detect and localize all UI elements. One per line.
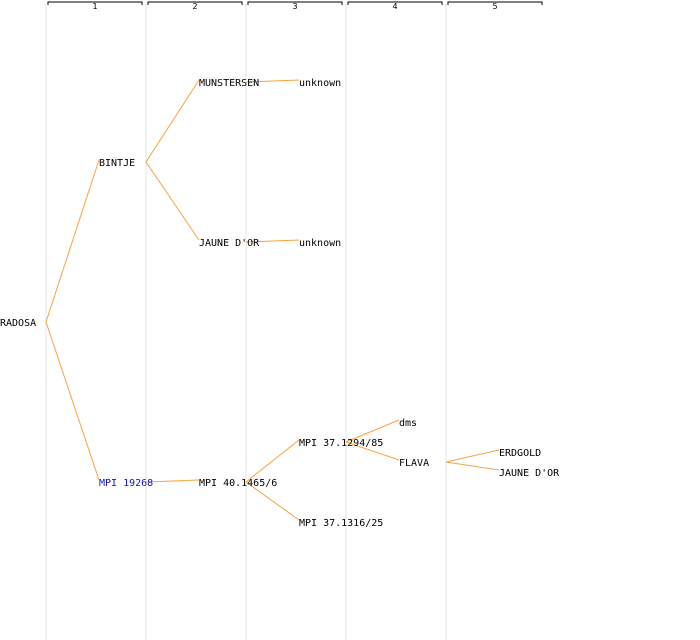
generation-bracket [247, 1, 343, 5]
node-labels: RADOSA BINTJE MPI 19268 MUNSTERSEN JAUNE D'O… [0, 78, 560, 529]
generation-number: 2 [192, 2, 197, 11]
edge [345, 419, 400, 443]
edge [45, 321, 100, 481]
edge [445, 461, 500, 471]
column-rules [45, 4, 447, 640]
node-label: FLAVA [399, 458, 429, 469]
node-label: BINTJE [99, 158, 135, 169]
generation-bracket [347, 1, 443, 5]
node-label: unknown [299, 78, 341, 89]
generation-headers: 1 2 3 4 5 [47, 1, 543, 11]
generation-number: 1 [92, 2, 97, 11]
node-label: JAUNE D'OR [199, 238, 260, 249]
node-label: JAUNE D'OR [499, 468, 560, 479]
node-label: ERDGOLD [499, 448, 541, 459]
edge [145, 79, 200, 163]
edges [45, 79, 500, 521]
node-label: unknown [299, 238, 341, 249]
edge [345, 441, 400, 461]
generation-bracket [47, 1, 143, 5]
edge [245, 79, 300, 83]
generation-number: 3 [292, 2, 297, 11]
edge [445, 449, 500, 463]
edge [45, 159, 100, 323]
generation-number: 4 [392, 2, 397, 11]
edge [245, 239, 300, 243]
node-label: dms [399, 418, 417, 429]
edge [245, 439, 300, 483]
node-label: MUNSTERSEN [199, 78, 259, 89]
generation-bracket [447, 1, 543, 5]
node-label: MPI 37.1316/25 [299, 518, 383, 529]
edge [145, 479, 200, 483]
node-label: MPI 40.1465/6 [199, 478, 277, 489]
node-label: RADOSA [0, 318, 36, 329]
edge [245, 481, 300, 521]
generation-bracket [147, 1, 243, 5]
generation-number: 5 [492, 2, 497, 11]
node-link[interactable]: MPI 19268 [99, 478, 153, 489]
node-label: MPI 37.1294/85 [299, 438, 383, 449]
edge [145, 161, 200, 241]
